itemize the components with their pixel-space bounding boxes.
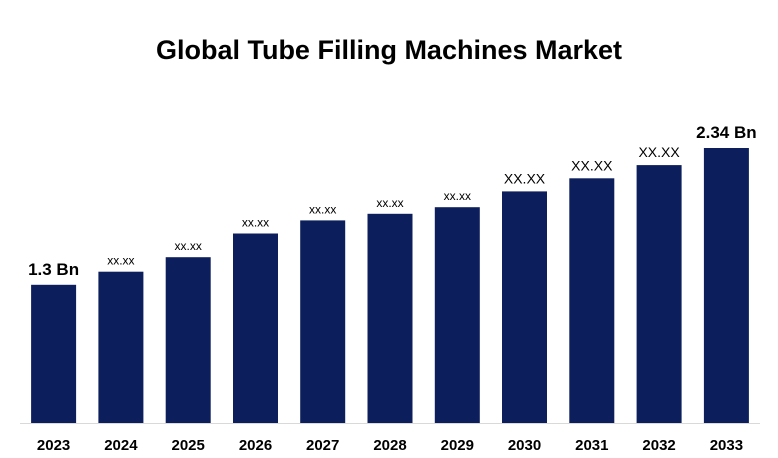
bar-2028	[367, 213, 413, 423]
x-tick-label-2023: 2023	[37, 437, 70, 454]
data-label-2029: xx.xx	[444, 189, 471, 203]
x-tick-label-2028: 2028	[373, 437, 406, 454]
bar-2029	[434, 207, 480, 423]
data-label-2030: XX.XX	[504, 170, 546, 186]
bar-2031	[569, 178, 615, 423]
bar-2024	[98, 271, 144, 423]
data-label-2031: XX.XX	[571, 157, 613, 173]
x-tick-label-2026: 2026	[239, 437, 272, 454]
bar-2030	[502, 191, 547, 423]
data-label-2023: 1.3 Bn	[28, 260, 79, 279]
data-label-2027: xx.xx	[309, 202, 336, 216]
x-tick-label-2030: 2030	[508, 437, 541, 454]
tick-labels-layer: 2023 2024 2025 2026 2027 2028 2029 2030 2031 2032…	[37, 437, 743, 454]
data-label-2033: 2.34 Bn	[696, 123, 756, 142]
x-tick-label-2032: 2032	[642, 437, 675, 454]
bar-2032	[636, 165, 682, 423]
bars-layer	[31, 148, 749, 423]
data-label-2024: xx.xx	[107, 254, 134, 268]
data-label-2032: XX.XX	[638, 144, 680, 160]
x-tick-label-2029: 2029	[441, 437, 474, 454]
bar-2027	[300, 220, 346, 423]
bar-2026	[233, 233, 278, 423]
x-tick-label-2033: 2033	[710, 437, 743, 454]
x-tick-label-2025: 2025	[172, 437, 205, 454]
chart-title: Global Tube Filling Machines Market	[155, 35, 623, 65]
bar-2023	[31, 284, 77, 423]
x-tick-label-2024: 2024	[104, 437, 138, 454]
data-label-2025: xx.xx	[175, 239, 202, 253]
bar-2025	[165, 257, 211, 423]
bar-2033	[703, 148, 749, 423]
data-label-2026: xx.xx	[242, 216, 269, 230]
x-tick-label-2027: 2027	[306, 437, 339, 454]
data-labels-layer: 1.3 Bn xx.xx xx.xx xx.xx xx.xx xx.xx xx.xx XX.X…	[28, 123, 757, 279]
x-tick-label-2031: 2031	[575, 437, 608, 454]
data-label-2028: xx.xx	[376, 196, 403, 210]
